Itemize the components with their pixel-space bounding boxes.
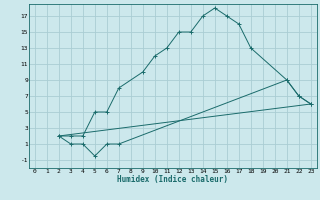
X-axis label: Humidex (Indice chaleur): Humidex (Indice chaleur) xyxy=(117,175,228,184)
